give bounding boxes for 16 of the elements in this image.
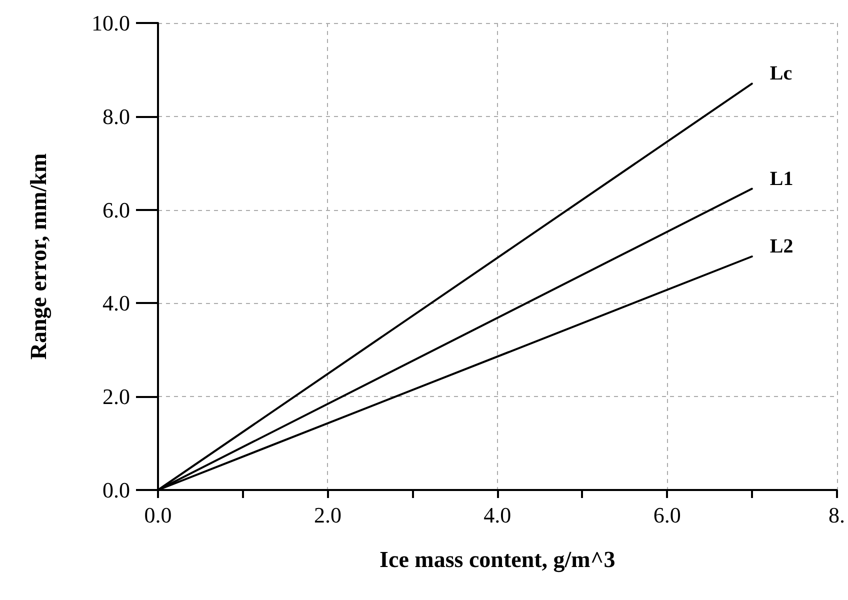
x-tick-label: 0.0 <box>144 502 172 528</box>
y-axis-title: Range error, mm/km <box>26 153 52 360</box>
x-axis-title: Ice mass content, g/m^3 <box>380 547 616 573</box>
x-tick-label: 2.0 <box>314 502 342 528</box>
y-tick-label: 8.0 <box>102 104 130 129</box>
y-tick-label: 10.0 <box>92 10 130 36</box>
y-tick-label: 4.0 <box>102 290 130 316</box>
x-tick-label: 8. <box>828 502 845 528</box>
series-label: L2 <box>770 236 794 258</box>
x-tick-label: 6.0 <box>653 502 681 528</box>
x-tick-label: 4.0 <box>484 502 512 528</box>
y-tick-label: 2.0 <box>102 384 130 410</box>
y-tick-label: 6.0 <box>102 197 130 222</box>
series-label: L1 <box>770 168 794 190</box>
y-tick-label: 0.0 <box>102 478 130 502</box>
series-label: Lc <box>770 62 792 85</box>
